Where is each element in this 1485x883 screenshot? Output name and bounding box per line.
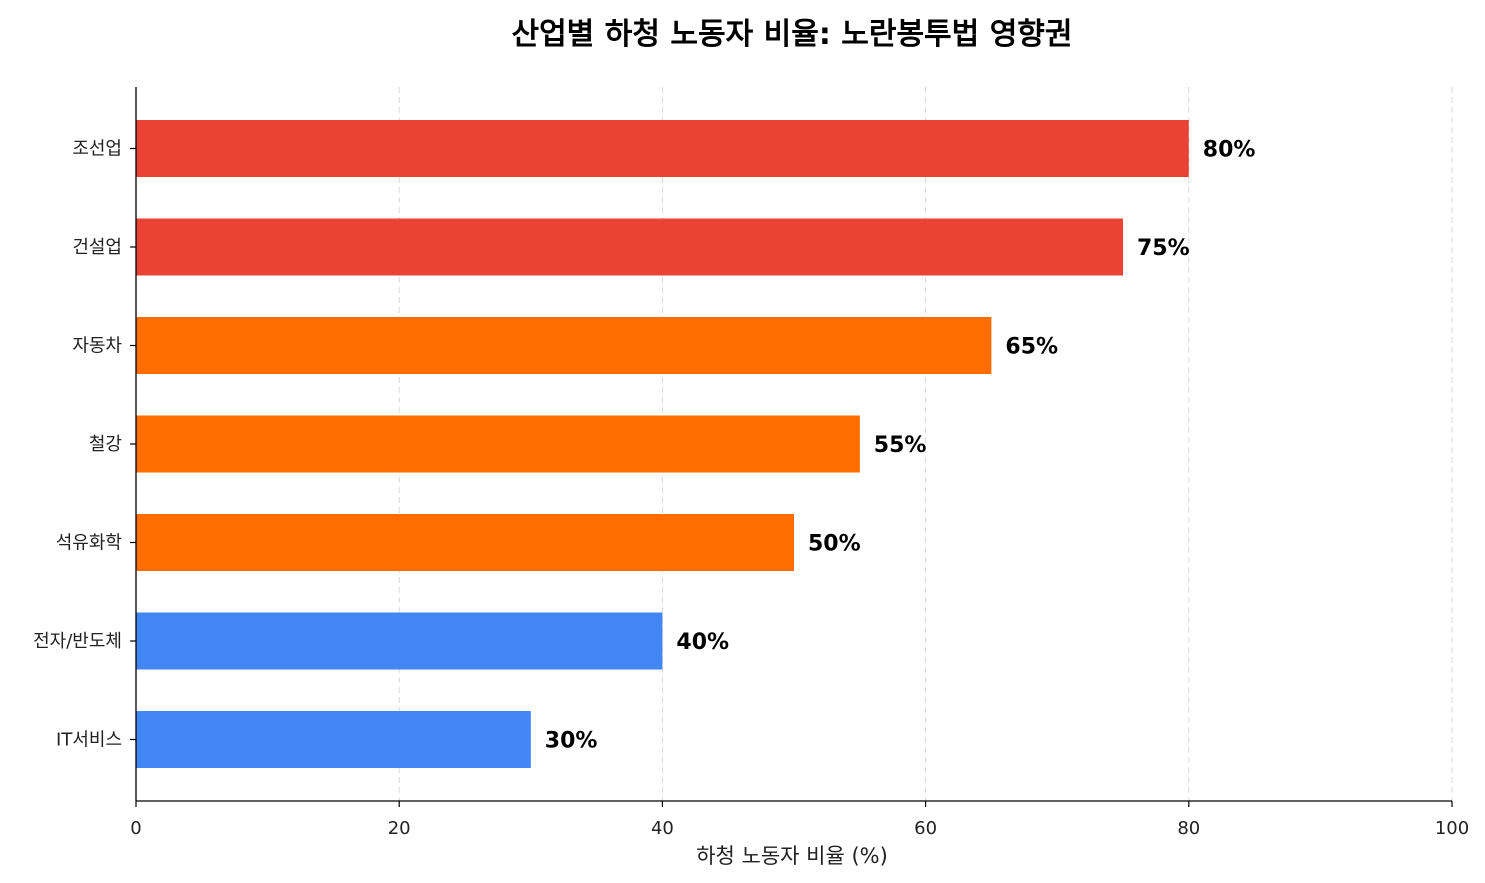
x-tick-label: 60 xyxy=(914,818,937,839)
y-tick-label: 철강 xyxy=(89,434,122,455)
data-label: 55% xyxy=(874,433,927,458)
data-labels: 80% 75% 65% 55% 50% 40% 30% xyxy=(545,138,1256,754)
x-axis-title: 하청 노동자 비율 (%) xyxy=(696,844,888,868)
x-tick-label: 20 xyxy=(388,818,411,839)
x-tick-label: 100 xyxy=(1435,818,1469,839)
bars xyxy=(136,120,1189,768)
data-label: 30% xyxy=(545,729,598,754)
data-label: 75% xyxy=(1137,236,1190,261)
bar xyxy=(136,415,860,473)
y-tick-label: 조선업 xyxy=(72,139,122,160)
chart-title: 산업별 하청 노동자 비율: 노란봉투법 영향권 xyxy=(511,17,1072,52)
bar xyxy=(136,514,794,571)
x-ticks: 0 20 40 60 80 100 xyxy=(130,801,1469,839)
data-label: 40% xyxy=(676,630,729,655)
y-tick-label: 자동차 xyxy=(72,336,122,357)
data-label: 80% xyxy=(1203,138,1256,163)
bar xyxy=(136,120,1189,177)
y-tick-label: 건설업 xyxy=(72,237,122,258)
bar xyxy=(136,218,1123,276)
x-tick-label: 0 xyxy=(130,818,141,839)
x-tick-label: 80 xyxy=(1177,818,1200,839)
bar xyxy=(136,317,992,374)
y-tick-label: IT서비스 xyxy=(56,730,122,751)
data-label: 50% xyxy=(808,532,861,557)
y-tick-label: 전자/반도체 xyxy=(33,631,122,652)
y-tick-label: 석유화학 xyxy=(56,533,122,554)
bar xyxy=(136,711,531,768)
data-label: 65% xyxy=(1005,335,1058,360)
bar xyxy=(136,612,663,670)
grid-lines xyxy=(398,87,1453,801)
x-tick-label: 40 xyxy=(651,818,674,839)
